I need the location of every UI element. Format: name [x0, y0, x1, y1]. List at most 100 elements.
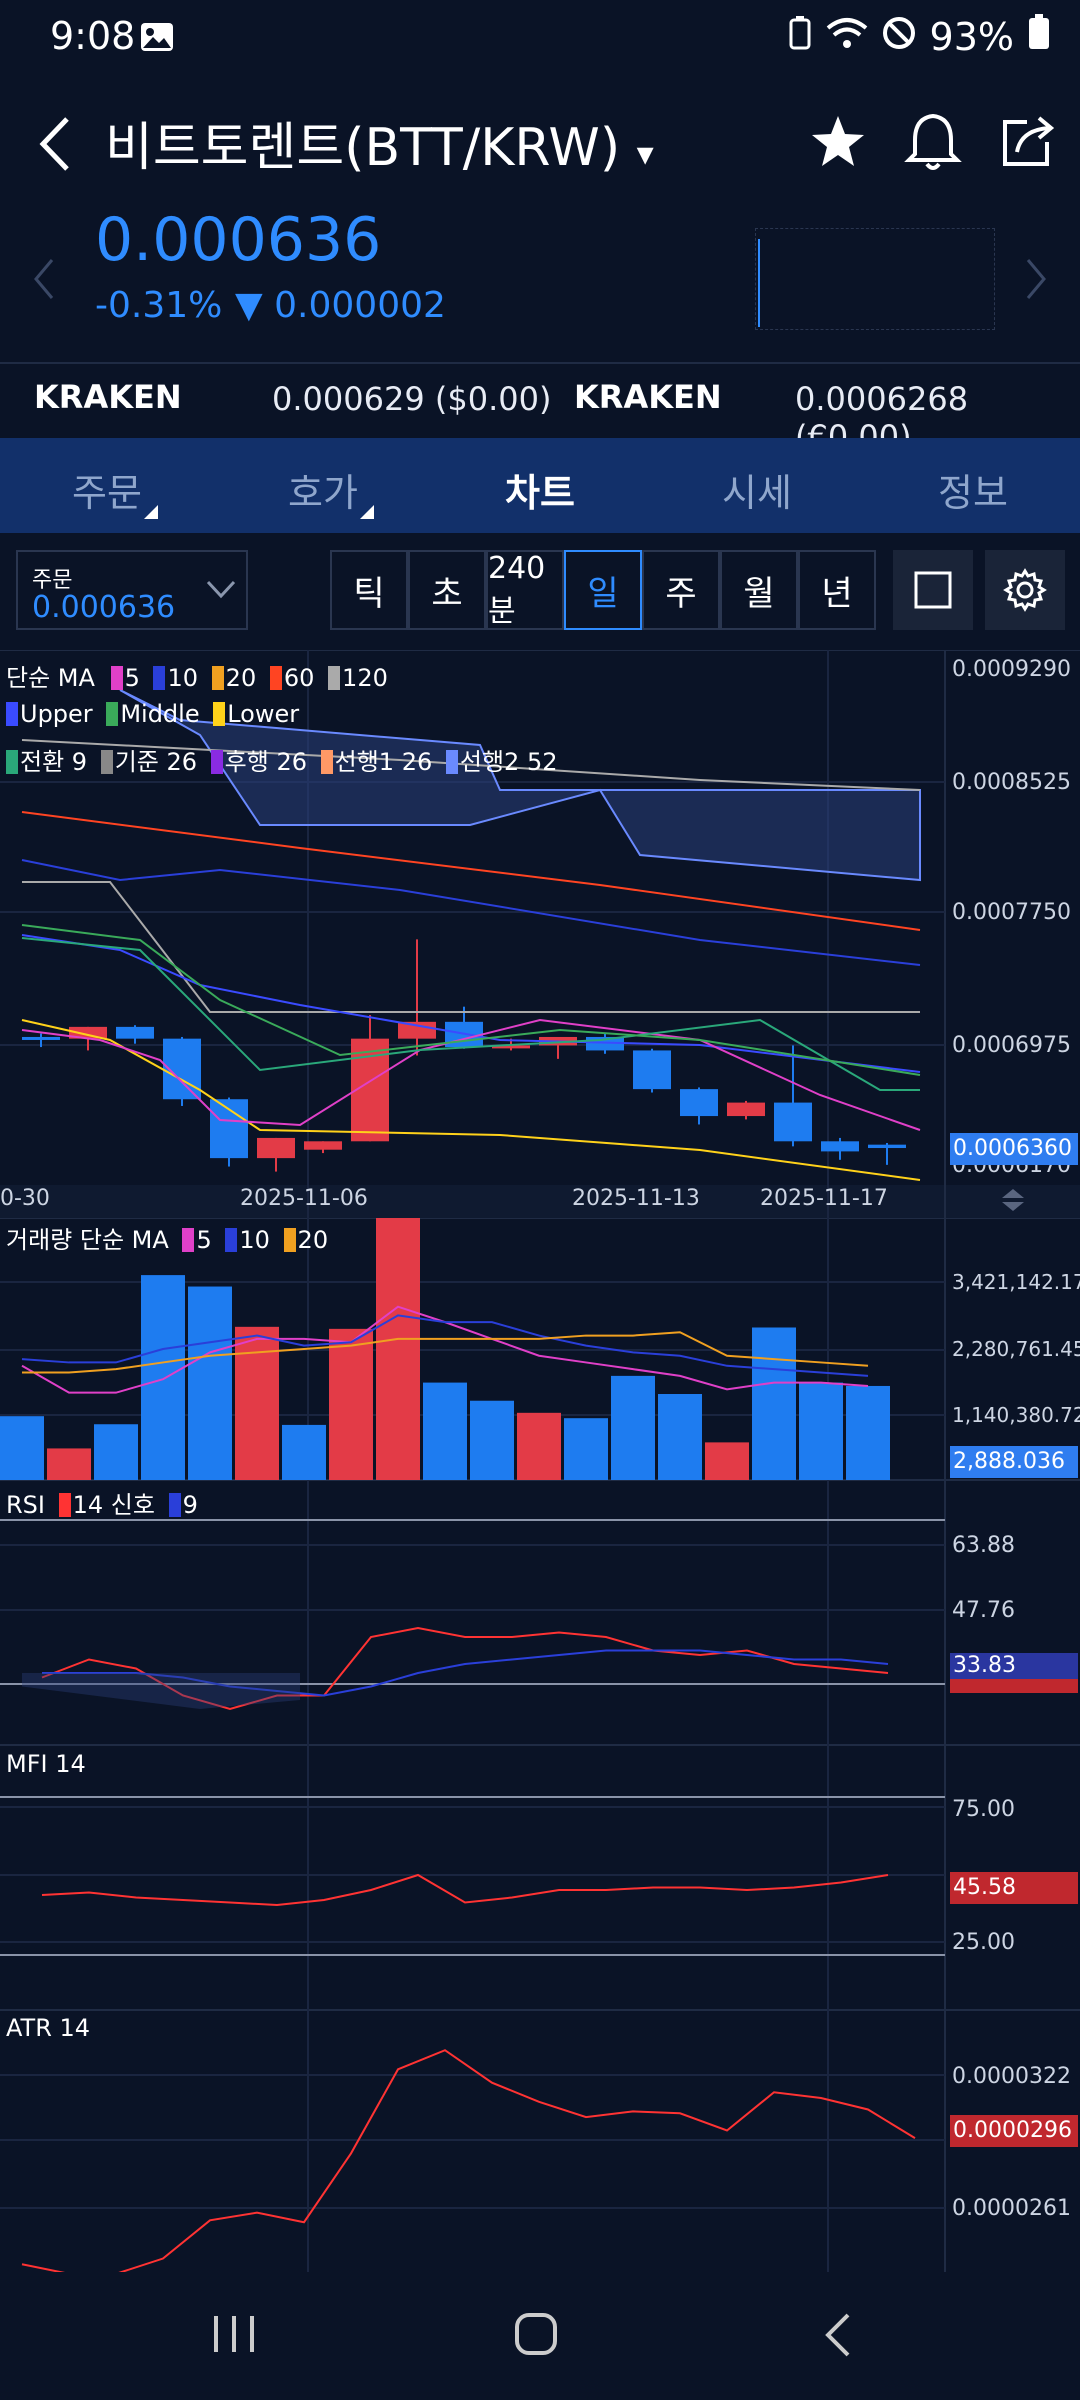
ma-legend: 단순 MA 5 10 20 60 120 [6, 658, 388, 693]
atr-legend: ATR 14 [6, 2014, 91, 2042]
interval-second[interactable]: 초 [408, 550, 486, 630]
bb-lower-swatch [213, 702, 226, 726]
bell-icon [904, 113, 962, 170]
recent-apps-icon[interactable] [210, 2312, 258, 2356]
volume-bar [94, 1424, 138, 1480]
interval-week[interactable]: 주 [642, 550, 720, 630]
bb-upper-swatch [6, 702, 18, 726]
dropdown-icon[interactable]: ▾ [636, 134, 654, 174]
candle [774, 1102, 812, 1142]
chevron-down-icon [206, 580, 236, 599]
ichimoku-swatch [445, 750, 458, 774]
ma-legend-title: 단순 MA [6, 664, 95, 692]
volume-bar [611, 1375, 655, 1480]
volume-bar [423, 1382, 467, 1480]
vol-ma10-swatch [225, 1228, 238, 1252]
current-price-tag: 0.0006360 [950, 1133, 1078, 1165]
interval-240min[interactable]: 240분 [486, 550, 564, 630]
y-tick: 47.76 [952, 1598, 1015, 1623]
chevron-left-icon [39, 117, 69, 171]
ichimoku-legend-item: 후행 26 [224, 748, 307, 776]
rsi-swatch [58, 1493, 71, 1517]
back-nav-icon[interactable] [822, 2312, 852, 2358]
candle [210, 1099, 248, 1159]
volume-bar [658, 1394, 702, 1480]
alert-button[interactable] [903, 110, 963, 176]
candle [868, 1144, 906, 1149]
volume-bar [517, 1412, 561, 1480]
star-icon [812, 116, 864, 166]
ichimoku-swatch [100, 750, 113, 774]
tab-order-corner-icon [144, 505, 158, 519]
tab-order[interactable]: 주문 [72, 471, 142, 515]
change-amount: ▼ 0.000002 [235, 285, 446, 326]
change-percent: -0.31% [95, 285, 223, 326]
ichimoku-swatch [6, 750, 18, 774]
gallery-icon [140, 22, 174, 56]
chevron-left-icon [34, 259, 54, 299]
x-label: 2025-11-13 [572, 1186, 700, 1211]
candle [727, 1102, 765, 1117]
ichimoku-swatch [210, 750, 223, 774]
ma-legend-item: 60 [283, 664, 315, 692]
ma120-swatch [328, 666, 341, 690]
mfi-line [41, 1873, 889, 1907]
y-tick: 0.0000322 [952, 2064, 1071, 2089]
volume-bar [846, 1385, 890, 1480]
rsi-value-tag [950, 1679, 1078, 1693]
bb-legend-item: Middle [120, 700, 200, 728]
y-tick: 63.88 [952, 1533, 1015, 1558]
order-select[interactable]: 주문 0.000636 [16, 550, 248, 630]
volume-bar [705, 1442, 749, 1480]
candle [116, 1026, 154, 1039]
ichimoku-legend-item: 선행2 52 [459, 748, 558, 776]
vol-ma20-swatch [283, 1228, 296, 1252]
bb-legend-item: Upper [20, 700, 93, 728]
rsi-legend-item: 9 [182, 1491, 198, 1519]
y-tick: 25.00 [952, 1930, 1015, 1955]
candle [304, 1141, 342, 1150]
bb-lower-line [21, 1019, 921, 1181]
divider [0, 362, 1080, 364]
volume-legend-title: 거래량 단순 MA [6, 1226, 169, 1254]
home-icon[interactable] [514, 2312, 558, 2356]
battery-saver-icon [788, 15, 812, 59]
rsi-line [41, 1626, 889, 1711]
interval-tick[interactable]: 틱 [330, 550, 408, 630]
tab-chart[interactable]: 차트 [505, 471, 575, 515]
tab-info[interactable]: 정보 [938, 471, 1008, 515]
x-axis-band [0, 1185, 1080, 1218]
x-label: 2025-11-17 [760, 1186, 888, 1211]
next-coin-button[interactable] [1024, 258, 1048, 304]
wifi-icon [826, 15, 868, 59]
volume-bars-group [0, 1218, 890, 1480]
volume-legend-item: 5 [196, 1226, 212, 1254]
vol-ma10-line [21, 1314, 869, 1377]
resize-handle[interactable] [998, 1187, 1028, 1217]
page-title[interactable]: 비트토렌트(BTT/KRW) ▾ [105, 118, 654, 178]
volume-legend-item: 20 [297, 1226, 329, 1254]
share-button[interactable] [997, 112, 1055, 174]
interval-month[interactable]: 월 [720, 550, 798, 630]
tab-orderbook[interactable]: 호가 [288, 471, 358, 515]
prev-coin-button[interactable] [32, 258, 56, 304]
interval-year[interactable]: 년 [798, 550, 876, 630]
y-tick: 0.0009290 [952, 657, 1071, 682]
interval-day[interactable]: 일 [564, 550, 642, 630]
volume-bar [329, 1328, 373, 1480]
order-select-value: 0.000636 [32, 590, 176, 625]
ma60-swatch [269, 666, 282, 690]
settings-button[interactable] [985, 550, 1065, 630]
y-tick: 3,421,142.176 [952, 1270, 1080, 1294]
volume-bar [564, 1418, 608, 1480]
vol-ma20-line [22, 1331, 869, 1374]
y-tick: 75.00 [952, 1797, 1015, 1822]
y-tick: 0.0006975 [952, 1033, 1071, 1058]
favorite-button[interactable] [808, 112, 868, 176]
x-label: 0-30 [0, 1186, 50, 1211]
fullscreen-button[interactable] [893, 550, 973, 630]
chart-area[interactable] [0, 650, 1080, 2272]
tab-market[interactable]: 시세 [722, 471, 792, 515]
candles-group [22, 689, 921, 1172]
back-button[interactable] [35, 115, 75, 177]
